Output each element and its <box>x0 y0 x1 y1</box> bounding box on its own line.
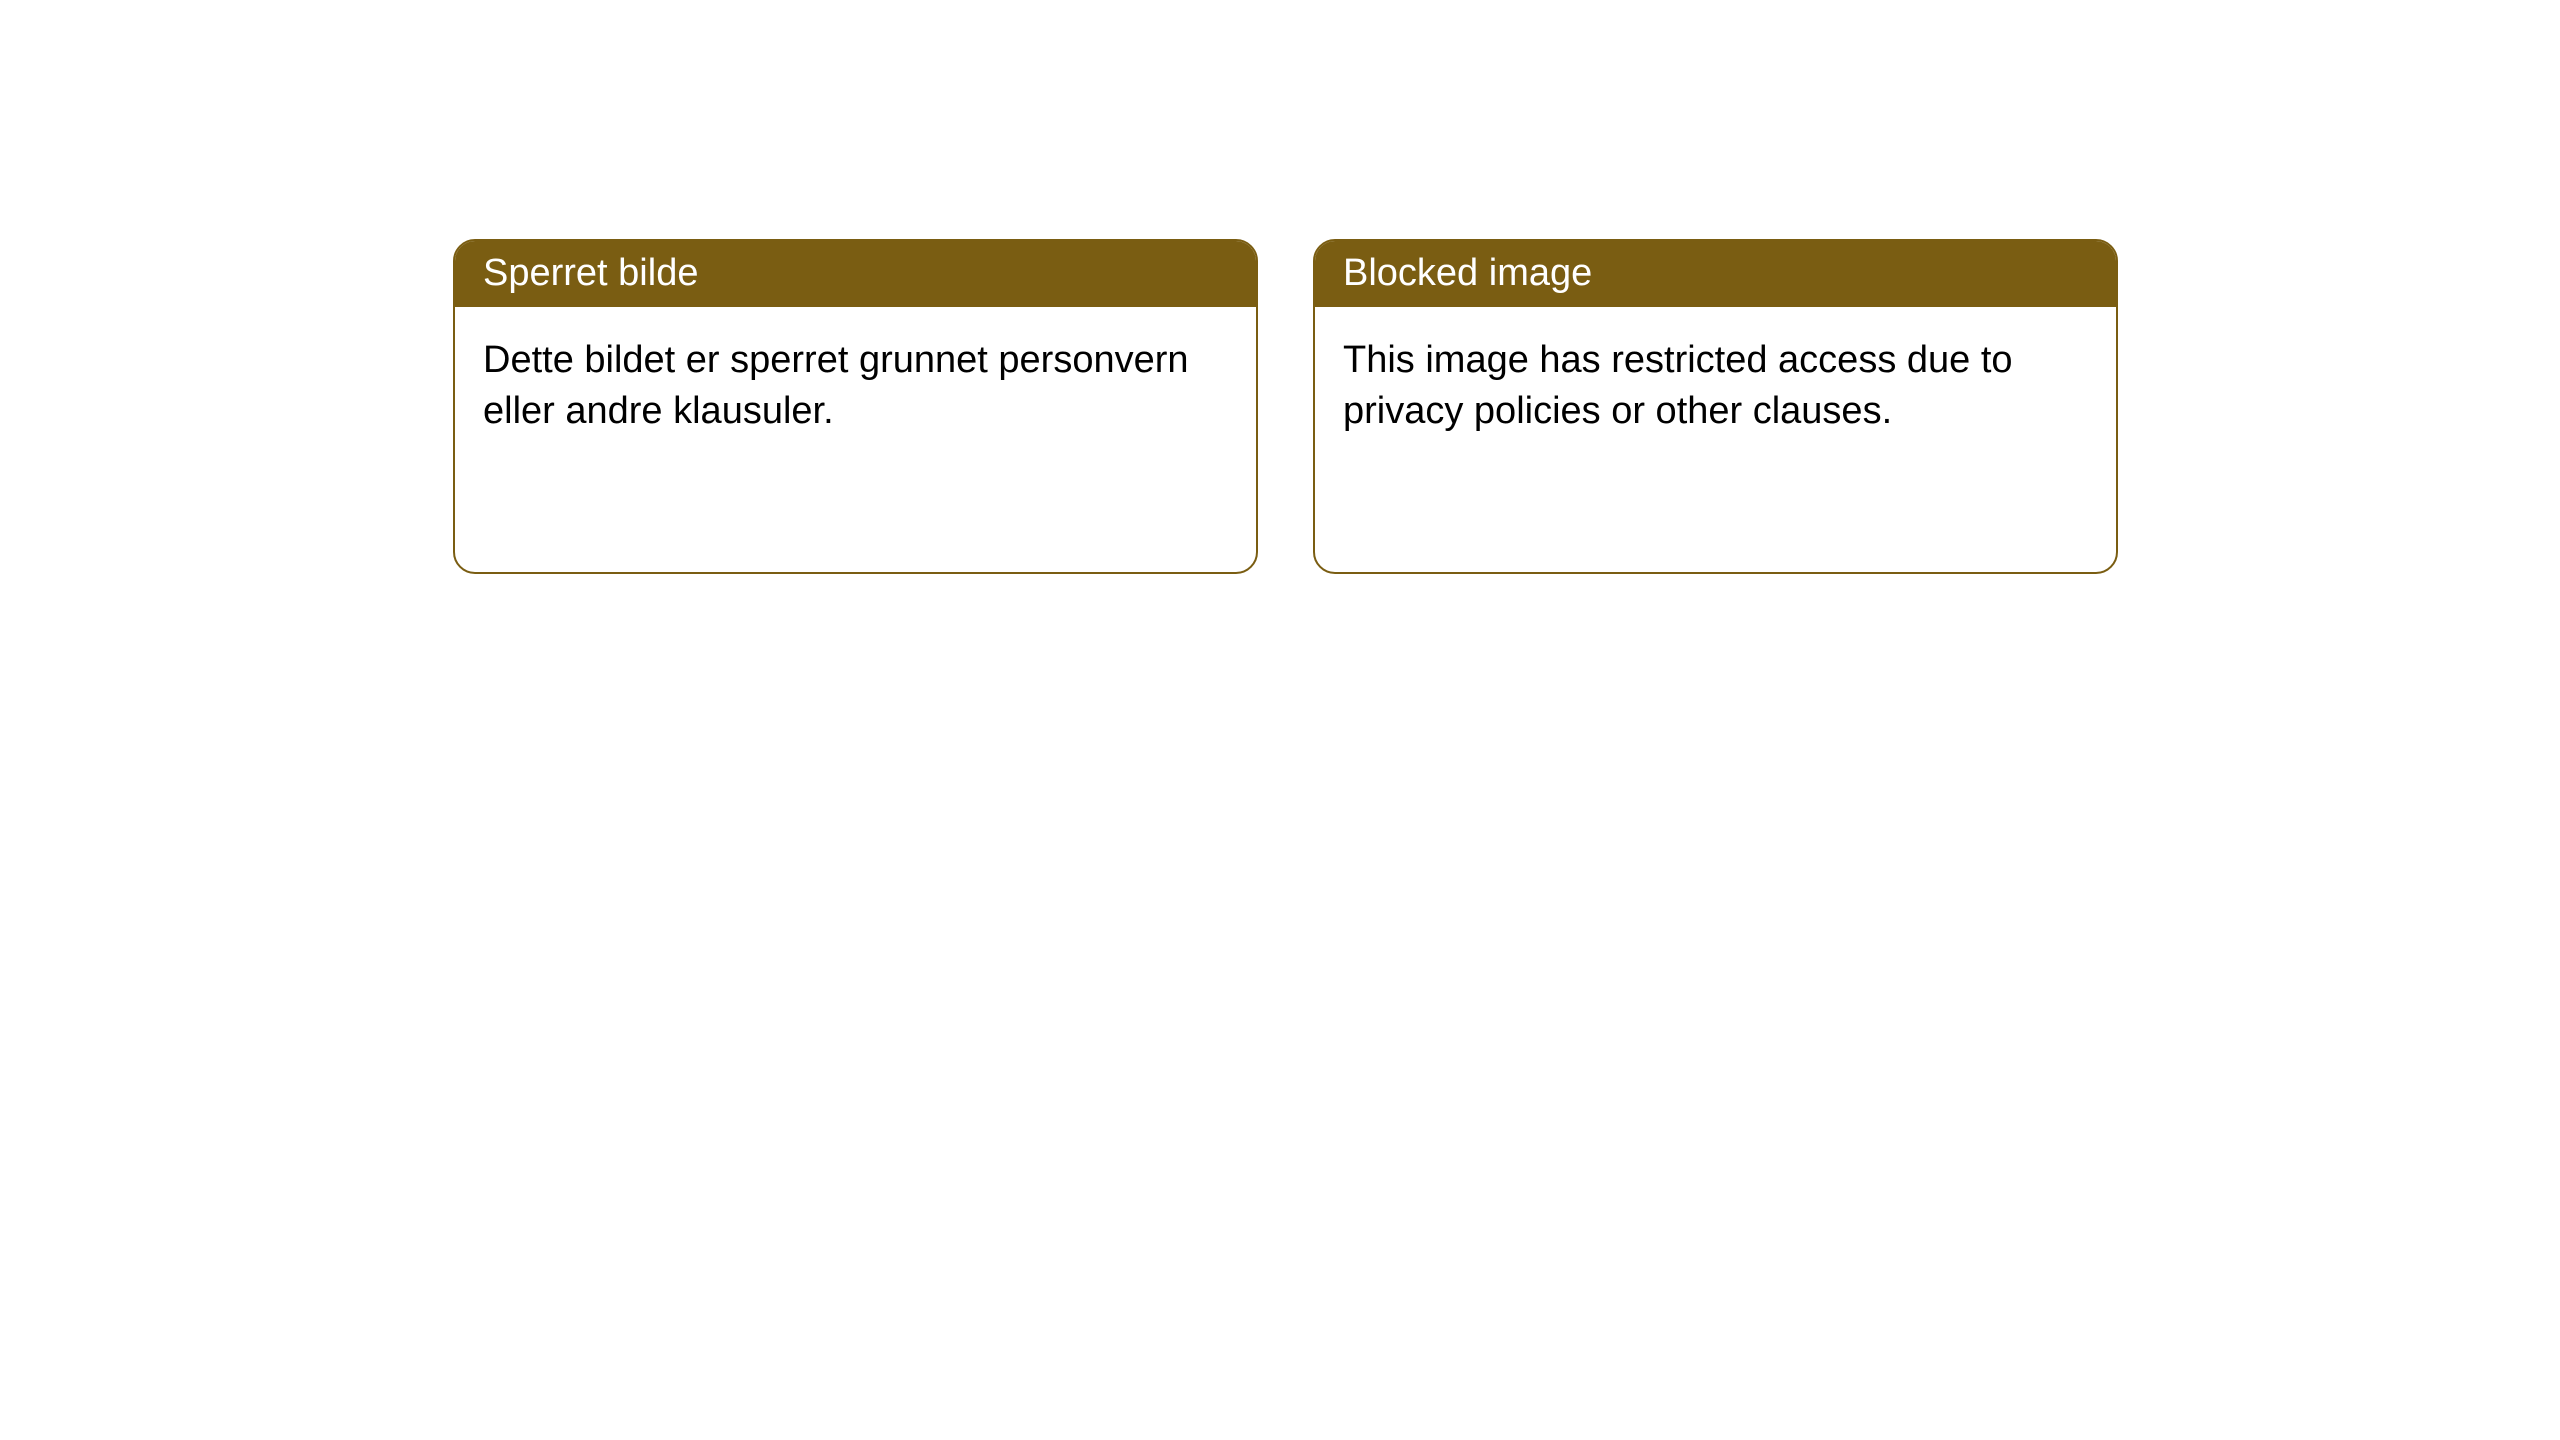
notice-title: Blocked image <box>1315 241 2116 307</box>
notice-body: This image has restricted access due to … <box>1315 307 2116 572</box>
notice-card-norwegian: Sperret bilde Dette bildet er sperret gr… <box>453 239 1258 574</box>
notice-title: Sperret bilde <box>455 241 1256 307</box>
notice-body: Dette bildet er sperret grunnet personve… <box>455 307 1256 572</box>
notice-container: Sperret bilde Dette bildet er sperret gr… <box>453 239 2118 574</box>
notice-card-english: Blocked image This image has restricted … <box>1313 239 2118 574</box>
